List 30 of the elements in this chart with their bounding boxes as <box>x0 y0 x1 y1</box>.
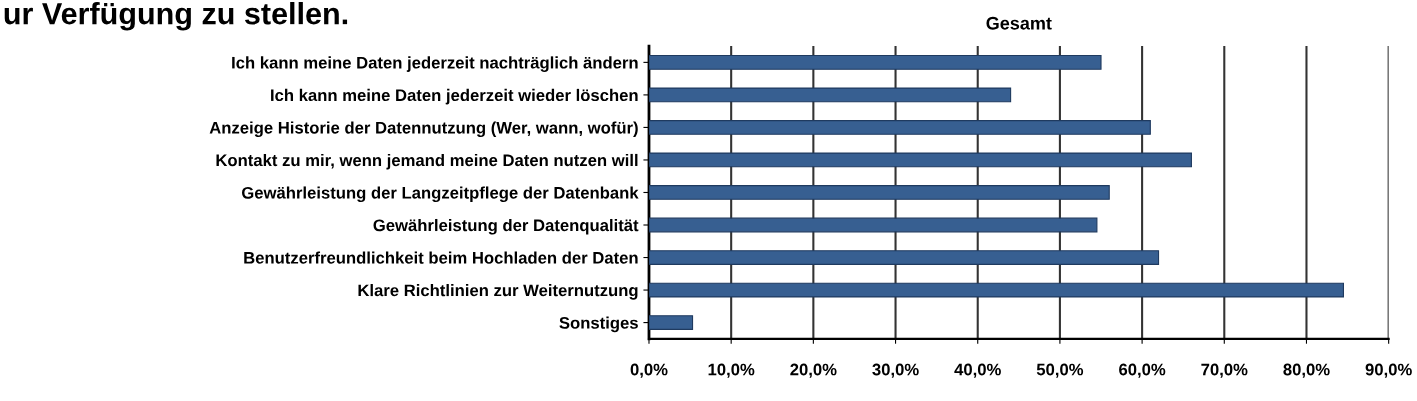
x-tick-label: 60,0% <box>1119 363 1166 378</box>
y-tick-label: Benutzerfreundlichkeit beim Hochladen der Daten <box>244 251 638 264</box>
bar <box>648 315 694 330</box>
x-tick-label: 20,0% <box>790 363 837 378</box>
x-tick-label: 40,0% <box>954 363 1001 378</box>
bar <box>648 54 1102 70</box>
y-tick-label: Ich kann meine Daten jederzeit nachträglich ändern <box>232 56 638 72</box>
bar <box>648 250 1160 265</box>
x-tick-label: 50,0% <box>1036 363 1084 378</box>
y-tick-label: Ich kann meine Daten jederzeit wieder löschen <box>271 88 638 105</box>
y-tick-label: Kontakt zu mir, wenn jemand meine Daten nutzen will <box>216 153 638 170</box>
bar <box>648 185 1110 200</box>
x-tick-label: 0,0% <box>630 363 668 378</box>
bar <box>648 87 1012 103</box>
y-tick-label: Gewährleistung der Datenqualität <box>373 218 639 235</box>
x-tick-label: 90,0% <box>1365 363 1412 378</box>
y-tick-label: Sonstiges <box>559 316 638 333</box>
bar <box>648 152 1192 168</box>
y-tick-label: Klare Richtlinien zur Weiternutzung <box>358 284 638 300</box>
bar <box>648 217 1098 233</box>
chart-title: Gesamt <box>986 16 1052 30</box>
x-tick-label: 70,0% <box>1201 363 1248 378</box>
bar <box>648 282 1345 298</box>
bar <box>648 120 1151 135</box>
y-tick-label: Anzeige Historie der Datennutzung (Wer, wann, wofür) <box>209 121 638 137</box>
x-tick-label: 80,0% <box>1283 363 1330 378</box>
y-tick-label: Gewährleistung der Langzeitpflege der Datenbank <box>241 186 639 203</box>
x-tick-label: 30,0% <box>872 363 919 378</box>
x-tick-label: 10,0% <box>708 363 755 378</box>
text: ur Verfügung zu stellen. <box>4 2 348 31</box>
